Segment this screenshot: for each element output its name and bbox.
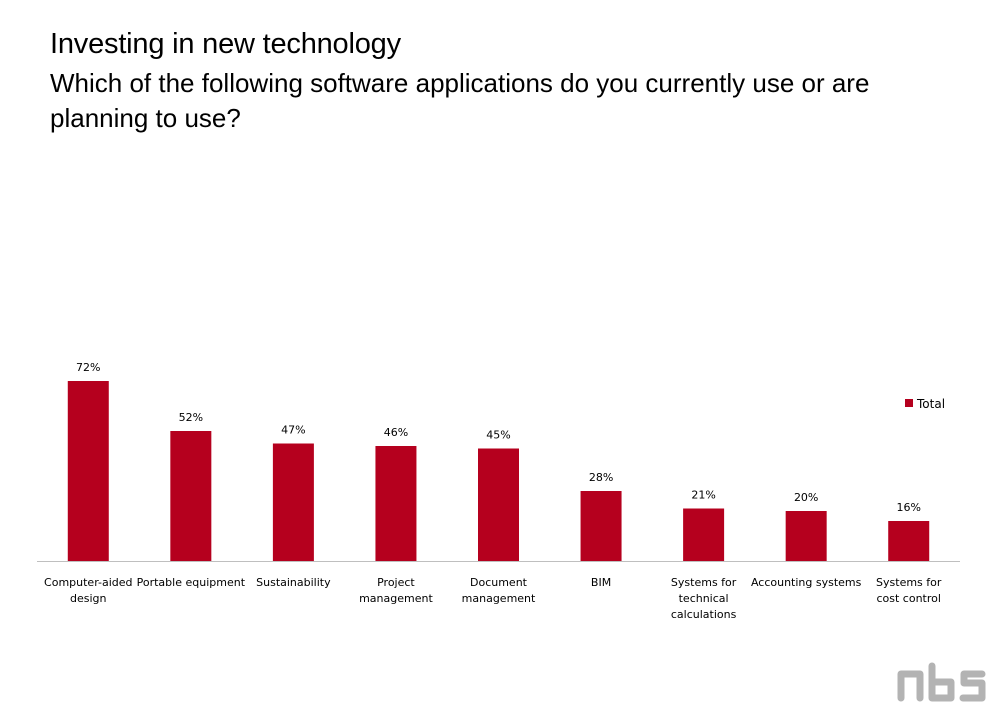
data-label: 52% — [179, 411, 203, 424]
x-tick-label: Systems for cost control — [876, 576, 942, 605]
data-label: 16% — [896, 501, 920, 514]
bar — [580, 491, 622, 561]
bar — [272, 443, 314, 561]
x-tick-label: Accounting systems — [751, 576, 862, 589]
legend-label: Total — [916, 397, 945, 411]
data-label: 45% — [486, 429, 510, 442]
bar — [375, 446, 417, 561]
x-tick-label: Document management — [462, 576, 536, 605]
slide-question: Which of the following software applicat… — [50, 68, 870, 133]
bar — [478, 448, 519, 561]
data-label: 72% — [76, 361, 100, 374]
legend-swatch — [905, 399, 913, 407]
x-tick-label: Sustainability — [256, 576, 331, 589]
x-tick-label: Project management — [359, 576, 433, 605]
data-label: 28% — [589, 471, 613, 484]
slide-title: Investing in new technology — [50, 28, 401, 60]
bar — [170, 431, 212, 561]
bar — [67, 381, 109, 561]
data-label: 20% — [794, 491, 818, 504]
data-label: 47% — [281, 424, 305, 437]
x-tick-label: Portable equipment — [137, 576, 246, 589]
data-label: 46% — [384, 426, 408, 439]
x-tick-label: BIM — [591, 576, 611, 589]
data-label: 21% — [691, 489, 715, 502]
nbs-logo: nbs — [897, 662, 986, 702]
x-tick-label: Systems for technical calculations — [671, 576, 737, 621]
bar — [785, 511, 827, 561]
bar — [888, 521, 930, 561]
x-tick-label: Computer-aided design — [44, 576, 132, 605]
bar — [683, 508, 725, 561]
